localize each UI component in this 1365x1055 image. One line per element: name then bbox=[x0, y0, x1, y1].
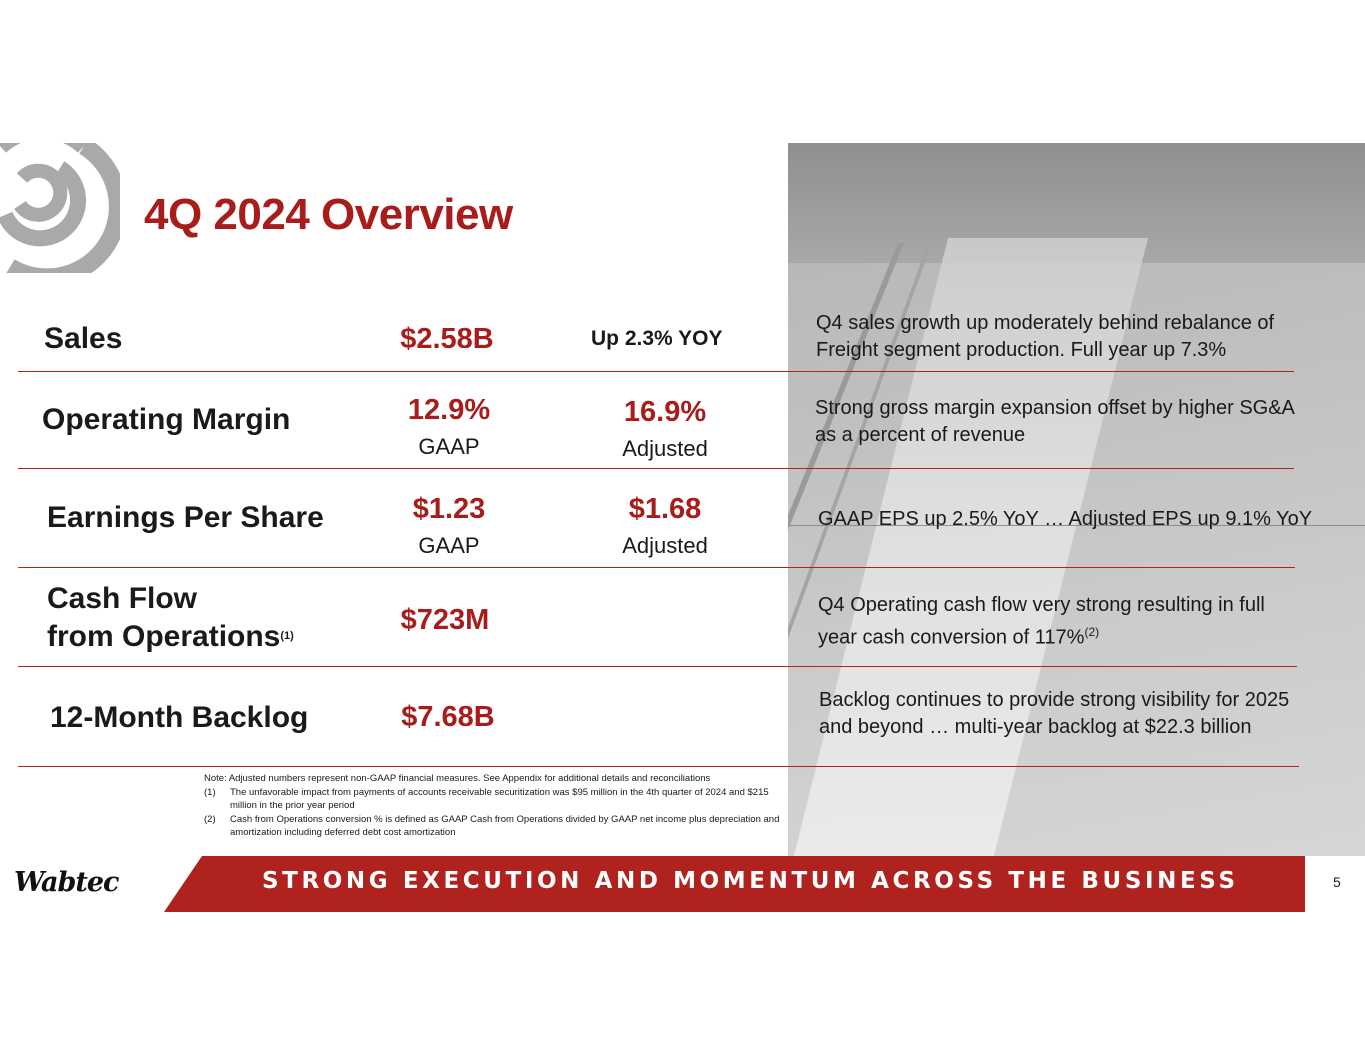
row-divider bbox=[18, 666, 1297, 667]
operating-margin-gaap-value: 12.9% bbox=[407, 394, 491, 426]
cash-flow-label: Cash Flow from Operations(1) bbox=[47, 582, 294, 653]
operating-margin-label: Operating Margin bbox=[42, 403, 291, 436]
operating-margin-gaap-label: GAAP bbox=[418, 434, 480, 459]
eps-gaap-value: $1.23 bbox=[412, 493, 486, 525]
operating-margin-description: Strong gross margin expansion offset by … bbox=[815, 397, 1295, 446]
sales-label: Sales bbox=[44, 322, 123, 355]
sales-value: $2.58B bbox=[400, 323, 494, 355]
footnotes: Note: Adjusted numbers represent non-GAA… bbox=[204, 772, 789, 840]
sales-yoy: Up 2.3% YOY bbox=[591, 327, 723, 350]
page-title: 4Q 2024 Overview bbox=[144, 190, 513, 239]
backlog-value: $7.68B bbox=[401, 701, 495, 733]
eps-gaap-label: GAAP bbox=[418, 533, 480, 558]
operating-margin-adjusted-label: Adjusted bbox=[622, 436, 708, 461]
row-divider bbox=[18, 468, 1294, 469]
sales-description: Q4 sales growth up moderately behind reb… bbox=[816, 312, 1275, 361]
footer-tagline: STRONG EXECUTION AND MOMENTUM ACROSS THE… bbox=[262, 868, 1239, 894]
cash-flow-value: $723M bbox=[400, 604, 490, 636]
operating-margin-adjusted-value: 16.9% bbox=[623, 396, 707, 428]
row-divider bbox=[18, 567, 1295, 568]
wabtec-logo: Wabtec bbox=[14, 867, 119, 898]
footnote-2: (2) Cash from Operations conversion % is… bbox=[204, 813, 780, 839]
row-divider bbox=[18, 766, 1299, 767]
eps-label: Earnings Per Share bbox=[47, 501, 324, 534]
footnote-intro: Note: Adjusted numbers represent non-GAA… bbox=[204, 773, 711, 784]
footnote-1: (1) The unfavorable impact from payments… bbox=[204, 786, 769, 812]
footer-bar bbox=[164, 856, 1305, 912]
cash-flow-description: Q4 Operating cash flow very strong resul… bbox=[818, 594, 1265, 649]
rail-photo-background bbox=[788, 143, 1365, 856]
backlog-description: Backlog continues to provide strong visi… bbox=[819, 689, 1290, 738]
wabtec-swirl-logo-icon bbox=[0, 143, 120, 273]
eps-description: GAAP EPS up 2.5% YoY … Adjusted EPS up 9… bbox=[818, 508, 1313, 530]
eps-adjusted-label: Adjusted bbox=[622, 533, 708, 558]
backlog-label: 12-Month Backlog bbox=[50, 701, 309, 734]
page-number: 5 bbox=[1333, 874, 1341, 890]
eps-adjusted-value: $1.68 bbox=[628, 493, 702, 525]
row-divider bbox=[18, 371, 1294, 372]
